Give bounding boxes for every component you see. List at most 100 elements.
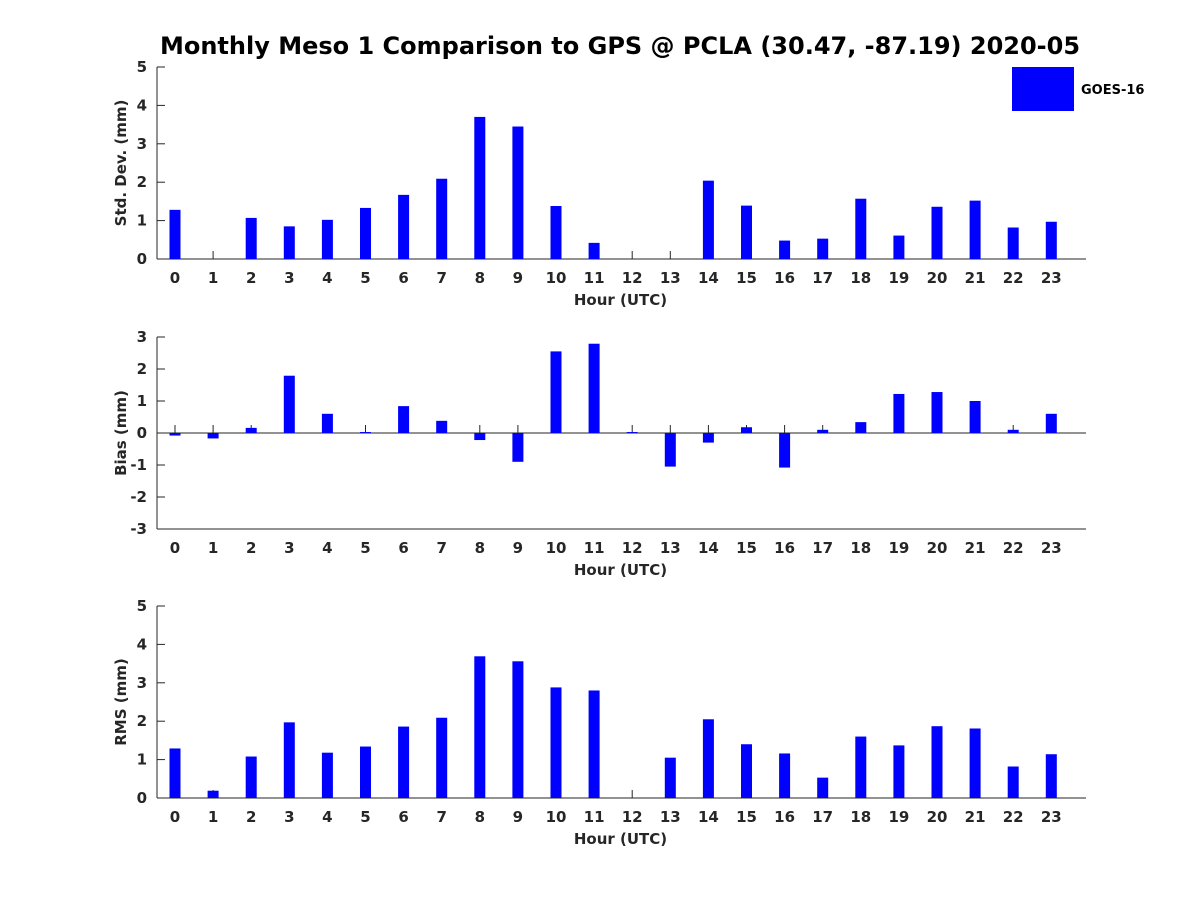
bar-hour-11 (588, 242, 600, 259)
bar-hour-15 (741, 427, 752, 433)
bar-hour-16 (779, 753, 791, 798)
x-tick-label: 0 (170, 269, 180, 287)
x-tick-label: 13 (660, 269, 681, 287)
bar-hour-3 (283, 722, 295, 798)
bar-hour-23 (1045, 413, 1057, 433)
bar-hour-21 (969, 401, 981, 433)
x-tick-label: 16 (774, 808, 795, 826)
x-tick-label: 23 (1041, 808, 1062, 826)
x-tick-label: 14 (698, 808, 719, 826)
bar-hour-23 (1045, 754, 1057, 798)
x-tick-label: 4 (322, 539, 332, 557)
y-tick-label: 5 (137, 58, 147, 76)
bar-hour-18 (855, 198, 867, 259)
x-tick-label: 19 (888, 808, 909, 826)
x-tick-label: 21 (965, 269, 986, 287)
bar-hour-0 (169, 433, 181, 436)
x-tick-label: 2 (246, 539, 256, 557)
x-tick-label: 11 (584, 539, 605, 557)
bar-hour-19 (893, 393, 905, 433)
x-tick-label: 20 (927, 808, 948, 826)
x-tick-label: 12 (622, 539, 643, 557)
y-tick-label: 0 (137, 789, 147, 807)
x-tick-label: 19 (888, 269, 909, 287)
bar-hour-1 (207, 433, 219, 439)
y-tick-label: -2 (130, 488, 147, 506)
legend: GOES-16 (1012, 67, 1144, 111)
bar-hour-10 (550, 351, 562, 433)
bar-hour-20 (931, 392, 943, 433)
x-tick-label: 14 (698, 269, 719, 287)
y-axis-label: Bias (mm) (112, 390, 130, 476)
bar-hour-15 (741, 205, 752, 259)
bar-hour-5 (360, 432, 371, 434)
x-tick-label: 1 (208, 539, 218, 557)
x-tick-label: 18 (850, 269, 871, 287)
bar-hour-4 (321, 752, 333, 798)
legend-label-goes-16: GOES-16 (1081, 83, 1144, 98)
x-tick-label: 12 (622, 269, 643, 287)
legend-swatch-goes-16 (1012, 67, 1074, 111)
bar-hour-22 (1007, 766, 1019, 798)
x-tick-label: 16 (774, 269, 795, 287)
bar-hour-23 (1045, 221, 1057, 259)
bar-hour-19 (893, 235, 905, 259)
x-tick-label: 18 (850, 808, 871, 826)
y-tick-label: 2 (137, 712, 147, 730)
x-tick-label: 12 (622, 808, 643, 826)
bar-hour-7 (436, 717, 448, 798)
bar-hour-18 (855, 422, 867, 433)
bar-hour-5 (360, 746, 371, 798)
x-tick-label: 13 (660, 808, 681, 826)
bar-hour-22 (1007, 429, 1019, 433)
x-tick-label: 17 (812, 539, 833, 557)
x-tick-label: 23 (1041, 539, 1062, 557)
bar-hour-17 (817, 777, 829, 798)
x-tick-label: 11 (584, 269, 605, 287)
x-tick-label: 5 (360, 808, 370, 826)
x-axis-label: Hour (UTC) (574, 830, 667, 848)
bar-hour-9 (512, 433, 524, 462)
x-tick-label: 9 (513, 539, 523, 557)
bar-hour-2 (245, 427, 257, 433)
x-tick-label: 16 (774, 539, 795, 557)
bar-hour-14 (702, 180, 714, 259)
x-tick-label: 8 (475, 808, 485, 826)
bar-hour-9 (512, 126, 524, 260)
x-tick-label: 6 (398, 808, 408, 826)
bar-hour-15 (741, 744, 752, 798)
chart-title: Monthly Meso 1 Comparison to GPS @ PCLA … (160, 32, 1080, 60)
y-tick-label: 0 (137, 424, 147, 442)
x-tick-label: 17 (812, 269, 833, 287)
x-tick-label: 7 (436, 539, 446, 557)
bar-hour-0 (169, 209, 181, 259)
x-tick-label: 14 (698, 539, 719, 557)
x-tick-label: 4 (322, 808, 332, 826)
x-tick-label: 21 (965, 808, 986, 826)
x-tick-label: 19 (888, 539, 909, 557)
x-tick-label: 18 (850, 539, 871, 557)
bar-hour-6 (398, 726, 410, 798)
bar-hour-2 (245, 217, 257, 259)
x-tick-label: 2 (246, 808, 256, 826)
bar-hour-10 (550, 206, 562, 259)
bar-hour-0 (169, 748, 181, 798)
y-axis-label: Std. Dev. (mm) (112, 100, 130, 227)
x-tick-label: 8 (475, 539, 485, 557)
bar-hour-10 (550, 687, 562, 798)
y-tick-label: 1 (137, 392, 147, 410)
bar-hour-1 (207, 790, 219, 798)
bar-hour-20 (931, 726, 943, 798)
bar-hour-17 (817, 238, 829, 259)
x-tick-label: 6 (398, 269, 408, 287)
x-tick-label: 1 (208, 808, 218, 826)
y-tick-label: 3 (137, 674, 147, 692)
x-tick-label: 11 (584, 808, 605, 826)
bar-hour-13 (664, 433, 676, 467)
y-tick-label: 2 (137, 360, 147, 378)
y-tick-label: -1 (130, 456, 147, 474)
bar-hour-8 (474, 116, 486, 259)
x-tick-label: 0 (170, 808, 180, 826)
